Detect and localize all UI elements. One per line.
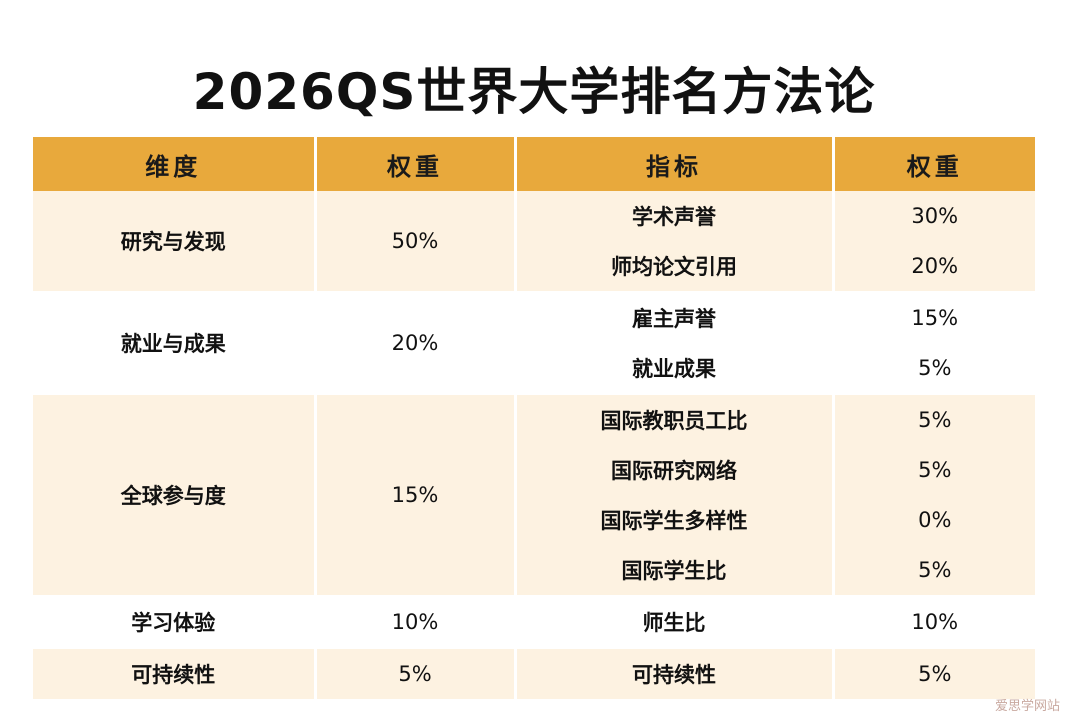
indicator-cell: 雇主声誉: [515, 291, 835, 343]
header-indicator-weight: 权重: [833, 137, 1035, 191]
table-row: 可持续性 5% 可持续性 5%: [33, 647, 1035, 699]
dimension-weight-cell: 15%: [315, 393, 517, 596]
table-row: 国际学生多样性 0%: [33, 495, 1035, 545]
indicator-weight-cell: 5%: [833, 545, 1035, 596]
indicator-cell: 师生比: [515, 595, 835, 648]
indicator-cell: 就业成果: [515, 343, 835, 394]
header-indicator: 指标: [515, 137, 835, 191]
indicator-cell: 可持续性: [515, 647, 835, 699]
page-title: 2026QS世界大学排名方法论: [192, 63, 876, 121]
indicator-cell: 师均论文引用: [515, 241, 835, 292]
table-row: 全球参与度 15% 国际教职员工比 5%: [33, 393, 1035, 596]
table-row: 就业成果 5%: [33, 343, 1035, 394]
dimension-cell: 研究与发现: [33, 191, 317, 292]
header-dimension: 维度: [33, 137, 317, 191]
indicator-weight-cell: 5%: [833, 445, 1035, 495]
dimension-weight-cell: 50%: [315, 191, 517, 292]
dimension-weight-cell: 10%: [315, 595, 517, 648]
indicator-weight-cell: 0%: [833, 495, 1035, 545]
indicator-cell: 国际学生多样性: [515, 495, 835, 545]
dimension-cell: 学习体验: [33, 595, 317, 648]
indicator-weight-cell: 5%: [833, 647, 1035, 699]
table-row: 就业与成果 20% 雇主声誉 15%: [33, 291, 1035, 394]
indicator-weight-cell: 10%: [833, 595, 1035, 648]
indicator-weight-cell: 30%: [833, 191, 1035, 241]
indicator-weight-cell: 20%: [833, 241, 1035, 292]
table-header-row: 维度 权重 指标 权重: [33, 137, 1035, 191]
table-row: 国际学生比 5%: [33, 545, 1035, 596]
table-row: 师均论文引用 20%: [33, 241, 1035, 292]
indicator-weight-cell: 5%: [833, 343, 1035, 394]
table-row: 研究与发现 50% 学术声誉 30%: [33, 191, 1035, 292]
dimension-cell: 可持续性: [33, 647, 317, 699]
indicator-weight-cell: 15%: [833, 291, 1035, 343]
table-row: 国际研究网络 5%: [33, 445, 1035, 495]
watermark: 爱思学网站: [994, 699, 1060, 714]
indicator-cell: 国际学生比: [515, 545, 835, 596]
methodology-table: 维度 权重 指标 权重 研究与发现 50% 学术声誉 30% 师均论文引用 20% 就业与成…: [33, 137, 1035, 699]
dimension-weight-cell: 5%: [315, 647, 517, 699]
dimension-cell: 就业与成果: [33, 291, 317, 394]
table-body: 研究与发现 50% 学术声誉 30% 师均论文引用 20% 就业与成果 20% 雇主声誉 15% 就…: [33, 191, 1035, 699]
dimension-weight-cell: 20%: [315, 291, 517, 394]
indicator-cell: 学术声誉: [515, 191, 835, 241]
table-row: 学习体验 10% 师生比 10%: [33, 595, 1035, 648]
dimension-cell: 全球参与度: [33, 393, 317, 596]
header-dimension-weight: 权重: [315, 137, 517, 191]
indicator-cell: 国际研究网络: [515, 445, 835, 495]
indicator-cell: 国际教职员工比: [515, 393, 835, 445]
indicator-weight-cell: 5%: [833, 393, 1035, 445]
